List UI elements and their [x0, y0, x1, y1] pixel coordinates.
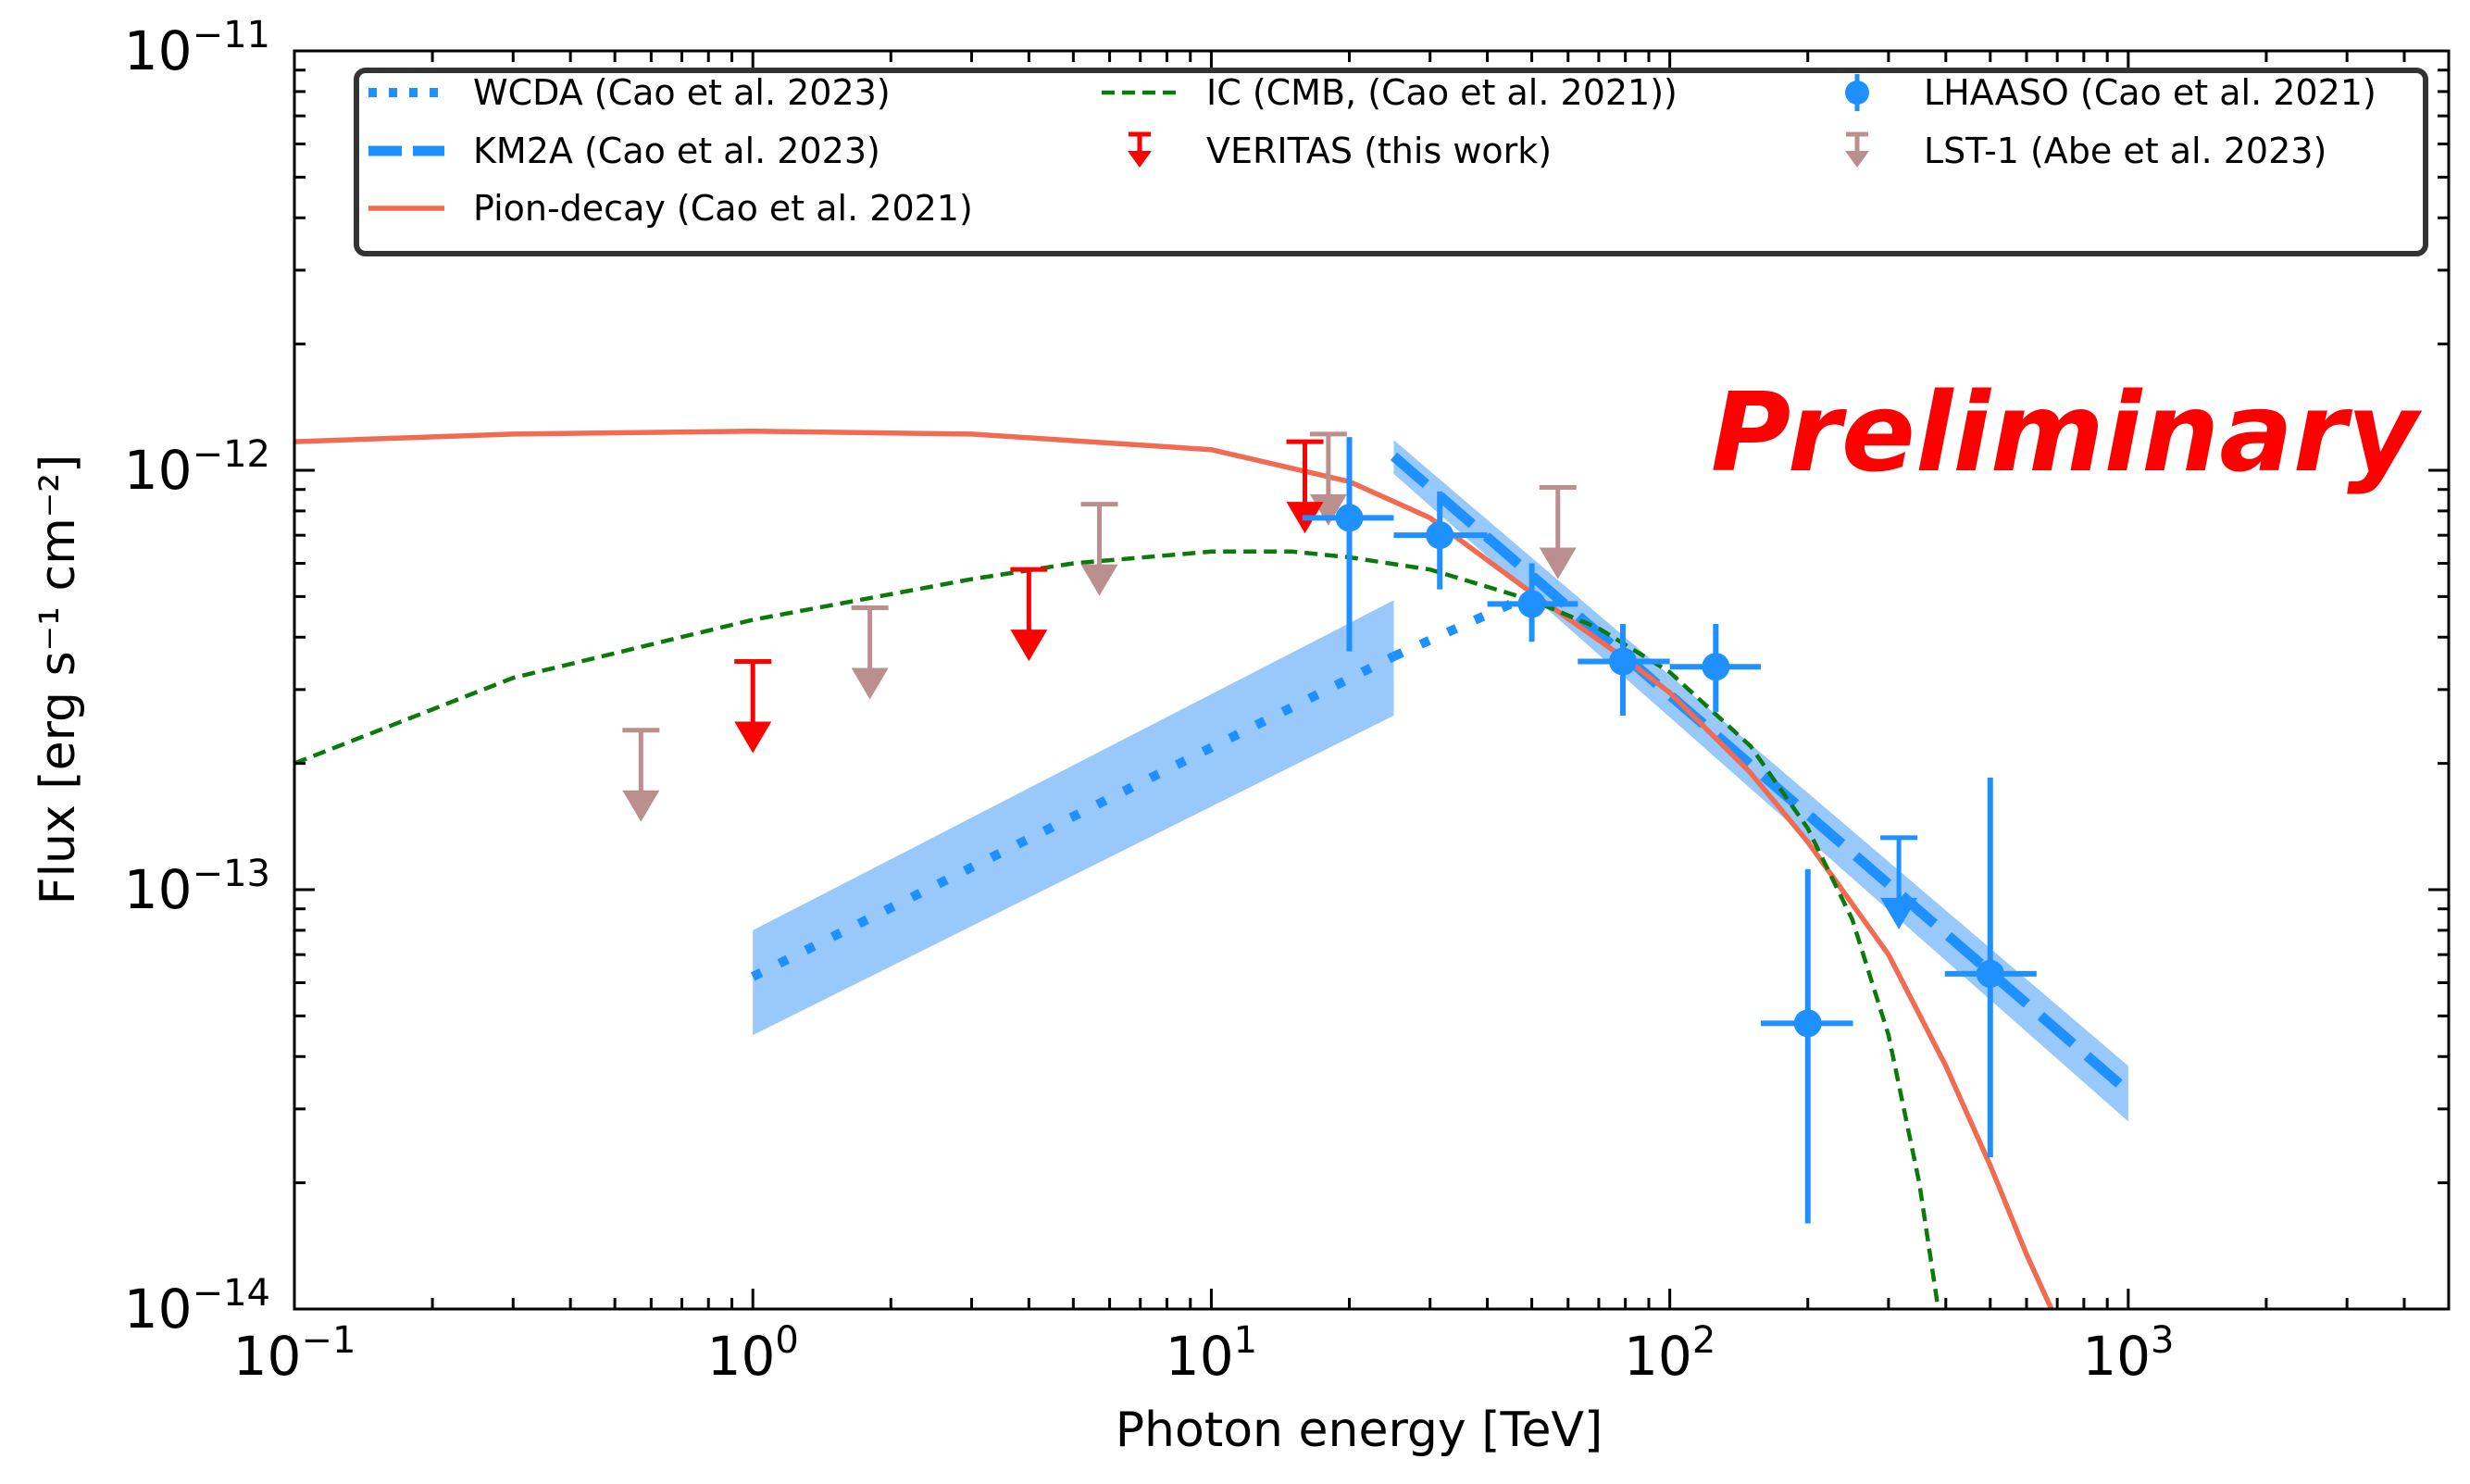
x-tick-labels: 10−1 100 101 102 103: [233, 1319, 2175, 1388]
y-tick-label: 10−12: [124, 433, 270, 502]
legend-eb-marker: [1845, 81, 1869, 105]
x-tick-label: 103: [2082, 1319, 2174, 1388]
lhaaso-marker: [1793, 1009, 1822, 1038]
legend-item: LHAASO (Cao et al. 2021): [1845, 72, 2376, 113]
x-tick-label: 10−1: [233, 1319, 356, 1388]
km2a-band: [1393, 440, 2128, 1122]
x-tick-label: 102: [1624, 1319, 1715, 1388]
lhaaso-point: [1944, 777, 2037, 1158]
lst1-upper-limit-arrowhead: [1080, 564, 1118, 596]
lhaaso-point: [1393, 491, 1488, 590]
y-axis-title: Flux [erg s⁻¹ cm⁻²]: [31, 455, 86, 905]
y-tick-labels: 10−14 10−13 10−12 10−11: [124, 14, 270, 1341]
lhaaso-marker: [1517, 590, 1546, 618]
legend-label: KM2A (Cao et al. 2023): [473, 131, 880, 171]
lhaaso-marker: [1426, 521, 1454, 550]
legend-box: [354, 68, 2428, 256]
legend-item: WCDA (Cao et al. 2023): [368, 72, 891, 113]
lhaaso-point: [1578, 624, 1670, 717]
lst1-upper-limit-arrowhead: [622, 790, 660, 822]
lhaaso-point: [1669, 624, 1762, 713]
lhaaso-point: [1761, 868, 1853, 1224]
plot-frame: [293, 49, 2451, 1311]
legend-label: LHAASO (Cao et al. 2021): [1924, 72, 2376, 113]
x-tick-label: 100: [707, 1319, 799, 1388]
lhaaso-point: [1487, 563, 1578, 642]
lst1-upper-limit-arrowhead: [1539, 547, 1577, 580]
legend: WCDA (Cao et al. 2023) KM2A (Cao et al. 2…: [354, 68, 2428, 256]
veritas-upper-limit-arrowhead: [734, 721, 772, 754]
legend-label: Pion-decay (Cao et al. 2021): [473, 188, 973, 229]
legend-item: KM2A (Cao et al. 2023): [368, 131, 880, 171]
legend-ul-head: [1128, 151, 1152, 168]
wcda-line-extension: [1391, 599, 1513, 661]
lst1-upper-limit: [622, 728, 660, 822]
legend-label: WCDA (Cao et al. 2023): [473, 72, 891, 113]
y-tick-label: 10−13: [124, 853, 270, 921]
lhaaso-marker: [1335, 504, 1364, 532]
ticks-layer: [293, 49, 2451, 1311]
lhaaso-point: [1302, 437, 1394, 652]
preliminary-annotation: Preliminary: [1711, 368, 2423, 496]
lhaaso-upper-limit: [1880, 835, 1918, 929]
lhaaso-upper-limit-arrowhead: [1880, 897, 1918, 929]
x-tick-label: 101: [1166, 1319, 1257, 1388]
lhaaso-marker: [1702, 653, 1730, 681]
veritas-upper-limit: [734, 659, 772, 754]
lst1-upper-limit: [851, 605, 889, 700]
km2a-line: [1390, 452, 2132, 1096]
lst1-upper-limit-arrowhead: [851, 667, 889, 700]
legend-label: LST-1 (Abe et al. 2023): [1924, 131, 2327, 171]
legend-item: LST-1 (Abe et al. 2023): [1845, 131, 2327, 171]
legend-item: Pion-decay (Cao et al. 2021): [368, 188, 973, 229]
series-layer: [294, 428, 2132, 1309]
lhaaso-marker: [1976, 959, 2004, 988]
y-tick-label: 10−14: [124, 1272, 270, 1341]
x-axis-title: Photon energy [TeV]: [1116, 1403, 1603, 1458]
veritas-upper-limit: [1010, 567, 1048, 662]
lhaaso-marker: [1608, 647, 1637, 676]
pion-decay-line: [294, 428, 2054, 1309]
lst1-upper-limit: [1080, 502, 1118, 596]
veritas-upper-limit-arrowhead: [1010, 630, 1048, 662]
legend-label: IC (CMB, (Cao et al. 2021)): [1206, 72, 1678, 113]
legend-item: IC (CMB, (Cao et al. 2021)): [1102, 72, 1678, 113]
wcda-line: [750, 652, 1396, 981]
legend-item: VERITAS (this work): [1128, 131, 1552, 171]
y-tick-label: 10−11: [124, 14, 270, 82]
lst1-upper-limit: [1539, 485, 1577, 580]
legend-label: VERITAS (this work): [1206, 131, 1552, 171]
legend-ul-head: [1845, 151, 1869, 168]
